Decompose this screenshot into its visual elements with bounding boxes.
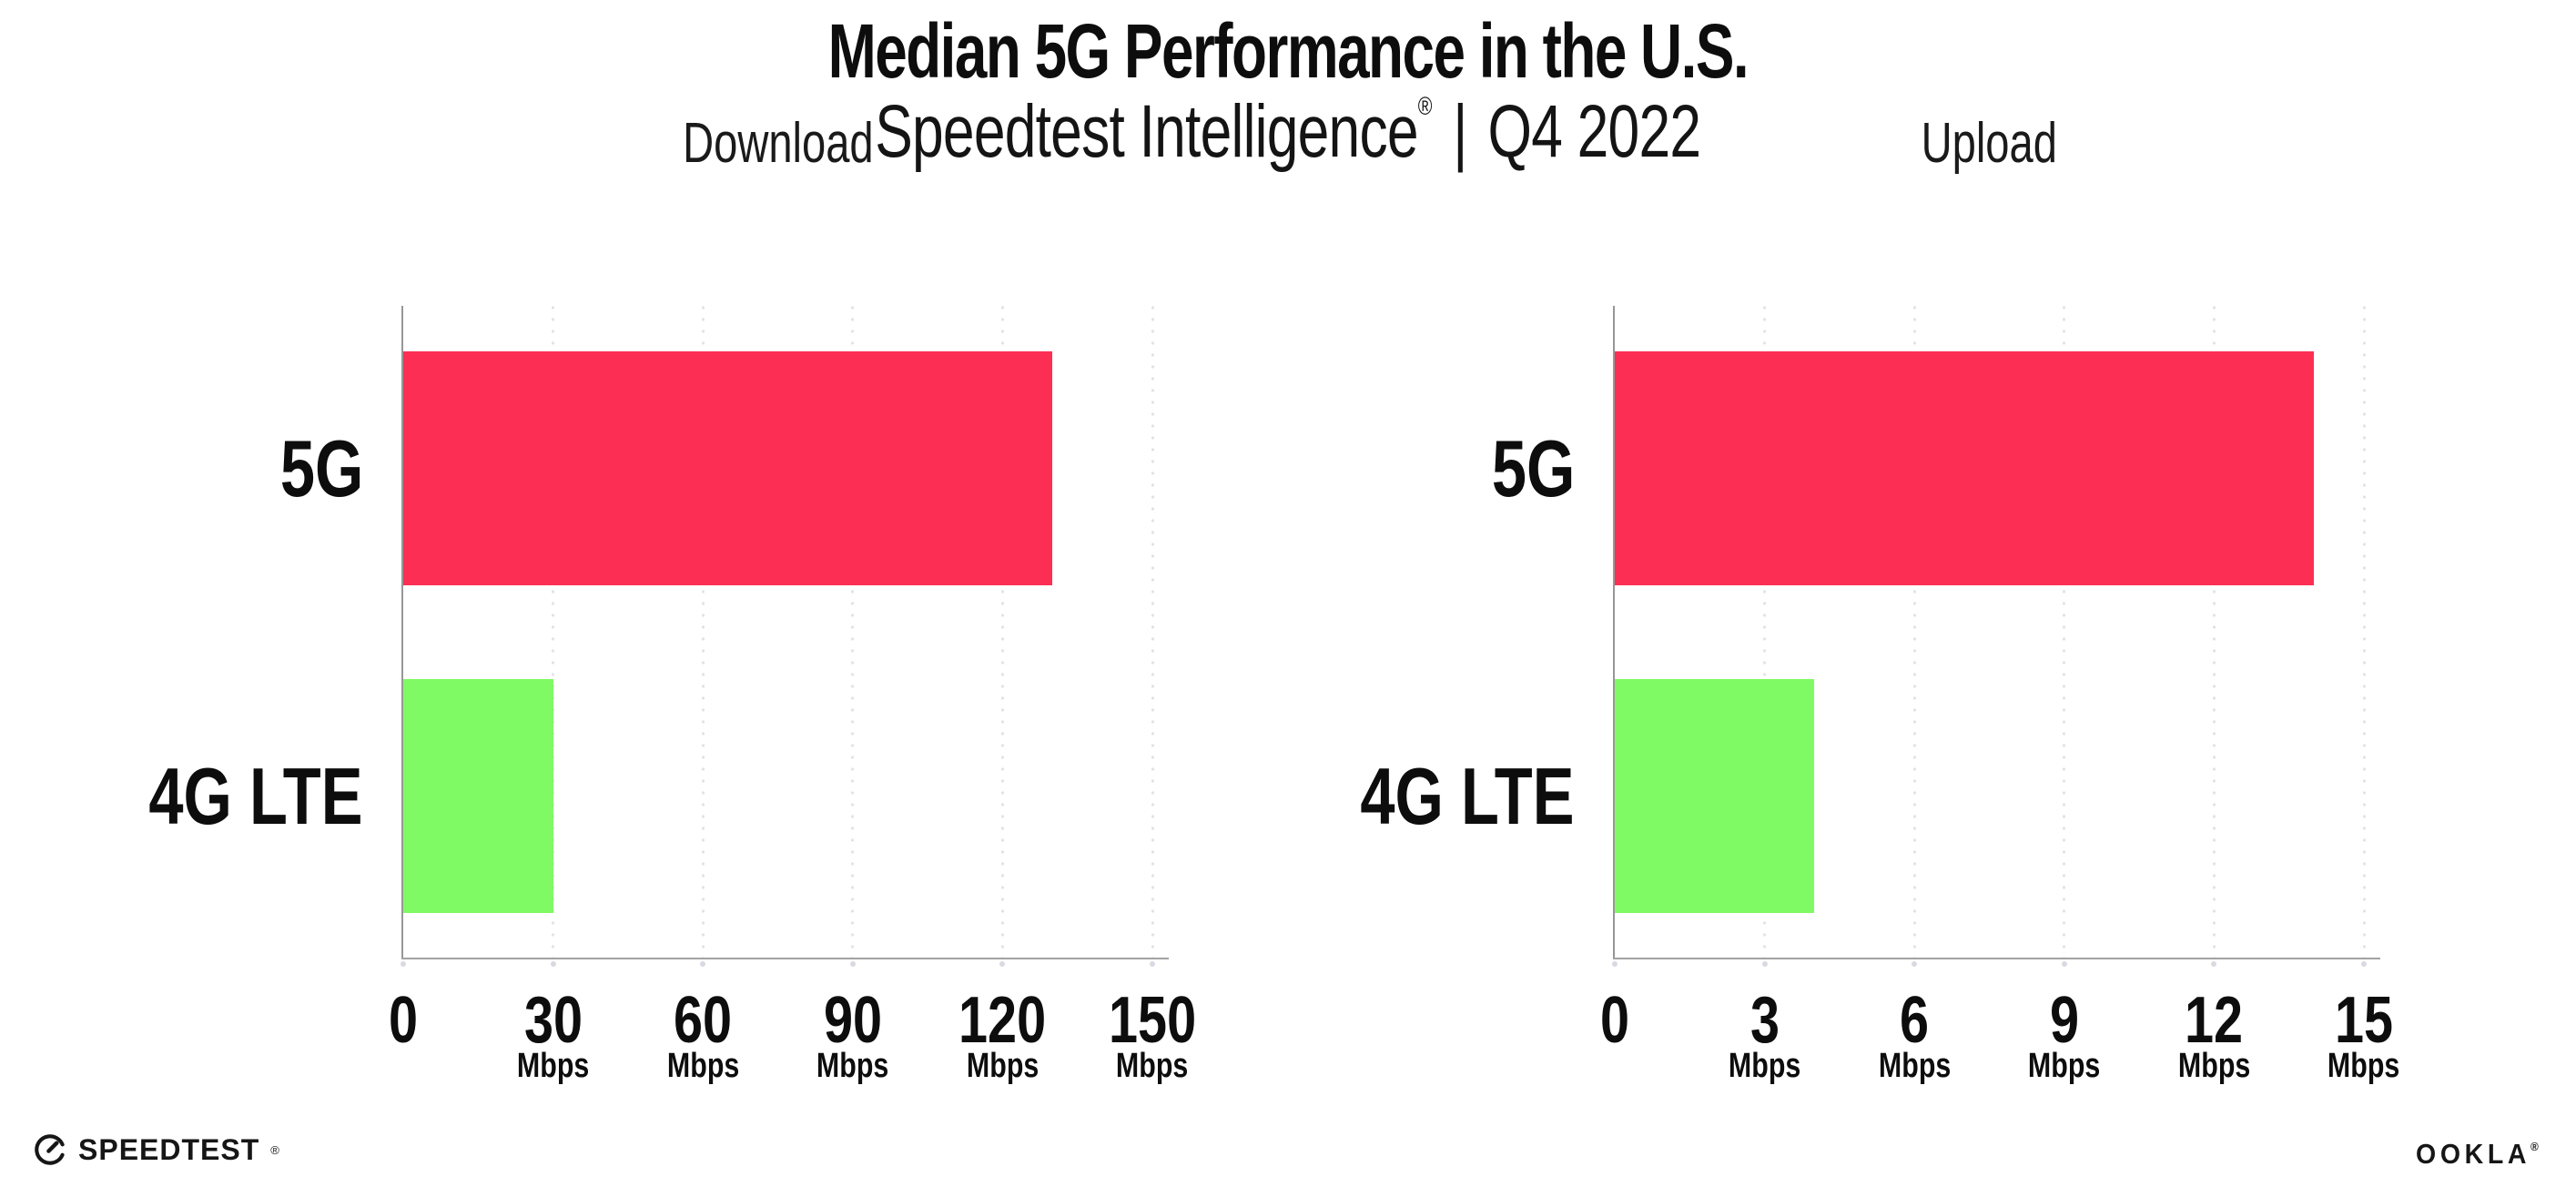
- axis-tick-dot: [2061, 961, 2067, 967]
- x-tick-value: 0: [388, 984, 419, 1057]
- category-label: 4G LTE: [148, 750, 363, 841]
- x-tick-unit: Mbps: [1728, 1047, 1801, 1085]
- x-tick-unit: Mbps: [2177, 1047, 2251, 1085]
- x-tick-value: 120: [958, 984, 1047, 1057]
- category-label: 5G: [1491, 422, 1575, 513]
- bar-4g-lte: [403, 679, 553, 913]
- axis-tick-dot: [1912, 961, 1918, 967]
- axis-tick-dot: [1761, 961, 1768, 967]
- gridline: [1000, 306, 1004, 958]
- subtitle-period: Q4 2022: [1487, 90, 1702, 173]
- page-title: Median 5G Performance in the U.S.: [827, 8, 1749, 94]
- bar-5g: [1615, 351, 2315, 585]
- axis-tick-dot: [700, 961, 706, 967]
- x-tick-unit: Mbps: [2028, 1047, 2101, 1085]
- x-tick-value: 0: [1599, 984, 1630, 1057]
- subtitle-brand: Speedtest Intelligence: [875, 90, 1419, 173]
- speedtest-registered-mark: ®: [270, 1142, 279, 1157]
- x-tick-unit: Mbps: [516, 1047, 590, 1085]
- x-tick-unit: Mbps: [816, 1047, 889, 1085]
- gridline: [701, 306, 705, 958]
- chart-title: Download: [682, 112, 874, 175]
- x-tick-value: 9: [2049, 984, 2079, 1057]
- category-label: 5G: [279, 422, 363, 513]
- bar-4g-lte: [1615, 679, 1815, 913]
- x-tick-value: 150: [1108, 984, 1197, 1057]
- axis-tick-dot: [401, 961, 406, 967]
- axis-tick-dot: [2361, 961, 2367, 967]
- x-tick-unit: Mbps: [966, 1047, 1040, 1085]
- axis-tick-dot: [849, 961, 856, 967]
- x-tick-unit: Mbps: [1116, 1047, 1189, 1085]
- speedtest-gauge-icon: [35, 1134, 66, 1165]
- gridline: [851, 306, 855, 958]
- x-axis-line: [1613, 958, 2380, 959]
- x-tick-value: 3: [1749, 984, 1780, 1057]
- gridline: [2063, 306, 2066, 958]
- ookla-logo: OOKLA®: [2410, 1138, 2549, 1171]
- registered-mark: ®: [1418, 92, 1433, 120]
- x-tick-value: 15: [2334, 984, 2394, 1057]
- axis-tick-dot: [1150, 961, 1155, 967]
- ookla-registered-mark: ®: [2530, 1140, 2543, 1153]
- chart-title: Upload: [1921, 112, 2058, 175]
- axis-tick-dot: [999, 961, 1006, 967]
- axis-tick-dot: [1612, 961, 1618, 967]
- y-axis-line: [401, 306, 403, 958]
- gridline: [552, 306, 555, 958]
- x-axis-line: [401, 958, 1169, 959]
- x-tick-value: 90: [823, 984, 882, 1057]
- x-tick-unit: Mbps: [666, 1047, 739, 1085]
- gridline: [2362, 306, 2366, 958]
- bar-5g: [403, 351, 1053, 585]
- axis-tick-dot: [2211, 961, 2217, 967]
- speedtest-wordmark: SPEEDTEST: [78, 1132, 260, 1166]
- x-tick-value: 6: [1900, 984, 1930, 1057]
- x-tick-unit: Mbps: [1878, 1047, 1951, 1085]
- category-label: 4G LTE: [1360, 750, 1575, 841]
- gridline: [1151, 306, 1154, 958]
- x-tick-value: 60: [674, 984, 733, 1057]
- y-axis-line: [1613, 306, 1615, 958]
- speedtest-logo: SPEEDTEST ®: [33, 1132, 279, 1167]
- page-subtitle: Speedtest Intelligence® | Q4 2022: [0, 89, 2576, 175]
- axis-tick-dot: [550, 961, 556, 967]
- gridline: [2212, 306, 2216, 958]
- subtitle-divider: |: [1453, 90, 1468, 173]
- x-tick-unit: Mbps: [2328, 1047, 2400, 1085]
- ookla-wordmark: OOKLA: [2416, 1138, 2531, 1170]
- gridline: [1763, 306, 1767, 958]
- x-tick-value: 30: [523, 984, 583, 1057]
- x-tick-value: 12: [2185, 984, 2244, 1057]
- gridline: [1912, 306, 1916, 958]
